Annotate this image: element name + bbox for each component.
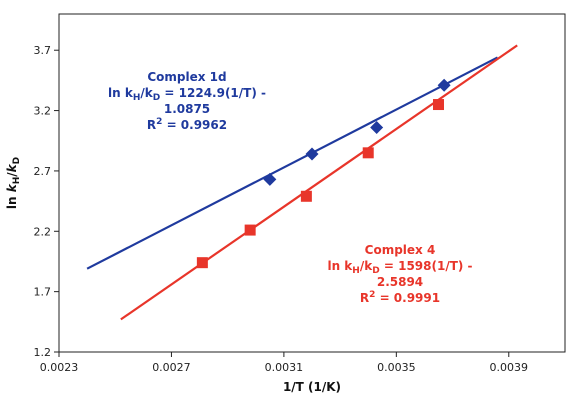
y-axis-title-part: D bbox=[12, 157, 22, 164]
annotation-pre: R bbox=[360, 291, 369, 305]
y-axis-ticks: 1.2 1.7 2.2 2.7 3.2 3.7 bbox=[34, 44, 59, 359]
y-axis-title-part: k bbox=[5, 183, 19, 192]
y-tick-label: 2.2 bbox=[34, 225, 52, 238]
annotation-sub1: H bbox=[133, 93, 141, 103]
annotation-line: 1.0875 bbox=[164, 102, 210, 116]
y-tick-label: 1.7 bbox=[34, 286, 52, 299]
annotation-pre: 2.5894 bbox=[377, 275, 423, 289]
annotation-post: = 1224.9(1/T) - bbox=[160, 86, 266, 100]
annotation-line: R2 = 0.9991 bbox=[360, 290, 440, 305]
point-complex-4 bbox=[433, 99, 444, 111]
plot-area bbox=[58, 13, 566, 353]
fit-line-complex-4 bbox=[120, 44, 518, 321]
annotation-line: 2.5894 bbox=[377, 275, 423, 289]
annotation-mid: /k bbox=[140, 86, 153, 100]
y-axis-title-part: / bbox=[5, 172, 19, 177]
x-tick-label: 0.0023 bbox=[40, 361, 79, 374]
y-axis-title-part: ln bbox=[5, 192, 19, 209]
y-axis-title: ln kH/kD bbox=[5, 157, 22, 209]
x-tick-label: 0.0035 bbox=[377, 361, 416, 374]
annotation-line: Complex 1d bbox=[147, 70, 226, 84]
annotation-sup: 2 bbox=[369, 290, 375, 300]
annotation-sub2: D bbox=[372, 266, 379, 276]
x-axis-title: 1/T (1/K) bbox=[283, 380, 341, 394]
y-tick-label: 3.7 bbox=[34, 44, 52, 57]
y-tick-label: 2.7 bbox=[34, 165, 52, 178]
annotation-pre: 1.0875 bbox=[164, 102, 210, 116]
annotation-line: ln kH/kD = 1598(1/T) - bbox=[327, 259, 472, 276]
annotation-line: R2 = 0.9962 bbox=[147, 117, 227, 132]
y-axis-title-part: k bbox=[5, 163, 19, 172]
y-tick-label: 3.2 bbox=[34, 105, 52, 118]
annotation-sub2: D bbox=[153, 93, 160, 103]
annotation-post: = 0.9991 bbox=[375, 291, 440, 305]
annotation-sub1: H bbox=[352, 266, 360, 276]
y-axis-title-part: H bbox=[12, 177, 22, 185]
point-complex-1d bbox=[437, 78, 451, 92]
annotation-line: Complex 4 bbox=[365, 243, 436, 257]
annotation-line: ln kH/kD = 1224.9(1/T) - bbox=[108, 86, 266, 103]
annotation-post: = 1598(1/T) - bbox=[380, 259, 473, 273]
annotation-mid: /k bbox=[360, 259, 373, 273]
x-axis-ticks: 0.0023 0.0027 0.0031 0.0035 0.0039 bbox=[40, 352, 528, 374]
point-complex-4 bbox=[300, 190, 312, 202]
annotation-pre: ln k bbox=[327, 259, 353, 273]
data-points bbox=[196, 78, 451, 269]
y-tick-label: 1.2 bbox=[34, 346, 52, 359]
point-complex-1d bbox=[305, 147, 319, 161]
annotation-post: = 0.9962 bbox=[162, 118, 227, 132]
point-complex-4 bbox=[196, 257, 208, 269]
annotation-pre: Complex 1d bbox=[147, 70, 226, 84]
annotation-sup: 2 bbox=[156, 117, 162, 127]
point-complex-4 bbox=[244, 224, 256, 236]
annotation-pre: Complex 4 bbox=[365, 243, 436, 257]
x-tick-label: 0.0031 bbox=[265, 361, 304, 374]
annotation-pre: R bbox=[147, 118, 156, 132]
fit-lines bbox=[86, 44, 518, 321]
x-tick-label: 0.0027 bbox=[152, 361, 191, 374]
point-complex-1d bbox=[370, 120, 384, 134]
annotation-pre: ln k bbox=[108, 86, 134, 100]
x-tick-label: 0.0039 bbox=[490, 361, 529, 374]
point-complex-1d bbox=[263, 172, 277, 186]
fit-line-complex-1d bbox=[86, 56, 499, 270]
point-complex-4 bbox=[362, 147, 374, 159]
